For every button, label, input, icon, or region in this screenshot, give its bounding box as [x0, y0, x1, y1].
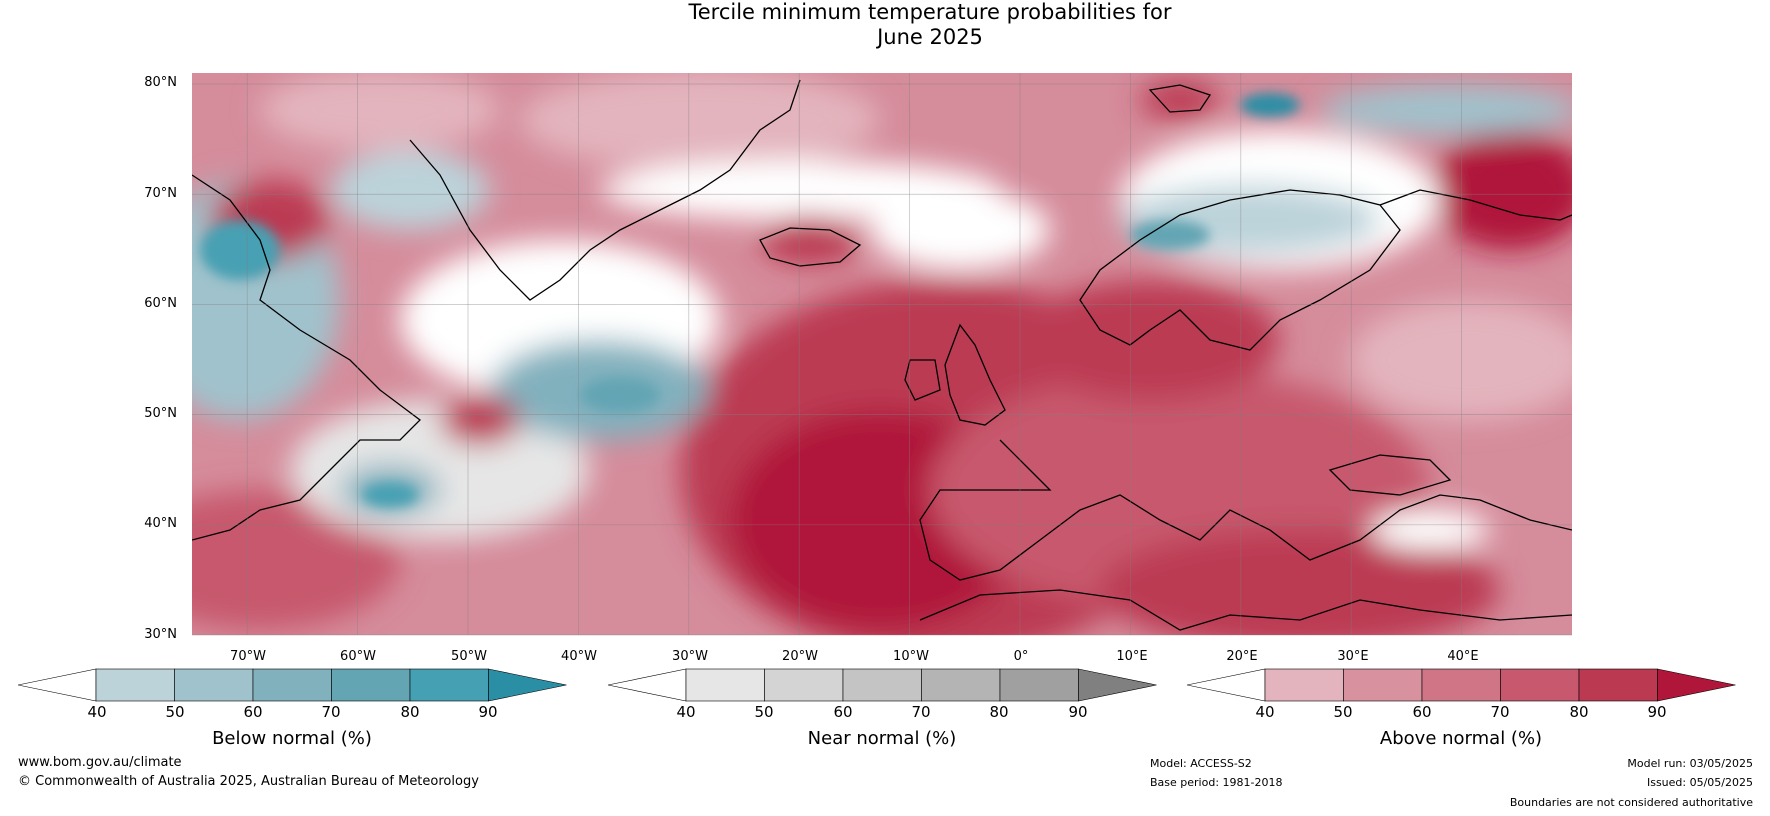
colorbar-segment [1343, 668, 1423, 702]
colorbar-extend-high [488, 668, 567, 702]
title-line-2: June 2025 [877, 25, 983, 49]
copyright-text: © Commonwealth of Australia 2025, Austra… [18, 774, 479, 789]
colorbar-segment [842, 668, 922, 702]
near-tick-90: 90 [1068, 703, 1088, 721]
lon-label-40e: 40°E [1447, 649, 1479, 664]
below-tick-80: 80 [400, 703, 420, 721]
below-tick-40: 40 [87, 703, 107, 721]
above-tick-40: 40 [1255, 703, 1275, 721]
lon-label-30w: 30°W [672, 649, 708, 664]
above-tick-70: 70 [1490, 703, 1510, 721]
colorbar-extend-low [607, 668, 687, 702]
lat-label-60: 60°N [144, 296, 177, 311]
lon-label-60w: 60°W [340, 649, 376, 664]
lon-label-0: 0° [1013, 649, 1029, 664]
above-tick-90: 90 [1647, 703, 1667, 721]
colorbar-segment [95, 668, 175, 702]
near-tick-60: 60 [833, 703, 853, 721]
colorbar-segment [1421, 668, 1501, 702]
near-normal-label: Near normal (%) [807, 728, 957, 749]
above-tick-50: 50 [1333, 703, 1353, 721]
model-run-date: Model run: 03/05/2025 [1627, 757, 1753, 770]
near-tick-70: 70 [911, 703, 931, 721]
colorbar-segment [764, 668, 844, 702]
colorbar-segment [252, 668, 332, 702]
colorbar-extend-high [1657, 668, 1736, 702]
lat-label-40: 40°N [144, 516, 177, 531]
colorbar-segment [921, 668, 1001, 702]
lon-label-10e: 10°E [1116, 649, 1148, 664]
model-name: Model: ACCESS-S2 [1150, 757, 1252, 770]
colorbar-segment [1264, 668, 1344, 702]
issued-date: Issued: 05/05/2025 [1646, 776, 1753, 789]
below-tick-90: 90 [478, 703, 498, 721]
lat-label-70: 70°N [144, 186, 177, 201]
lon-label-10w: 10°W [893, 649, 929, 664]
colorbar-segment [331, 668, 411, 702]
lat-label-50: 50°N [144, 406, 177, 421]
colorbar-segment [409, 668, 489, 702]
below-tick-50: 50 [165, 703, 185, 721]
gridlines [192, 73, 1572, 636]
coastlines [192, 79, 1572, 631]
lon-label-50w: 50°W [451, 649, 487, 664]
above-normal-label: Above normal (%) [1379, 728, 1543, 749]
below-normal-label: Below normal (%) [212, 728, 372, 749]
base-period: Base period: 1981-2018 [1150, 776, 1283, 789]
title-line-1: Tercile minimum temperature probabilitie… [688, 0, 1172, 24]
chart-title: Tercile minimum temperature probabilitie… [0, 0, 1770, 50]
above-tick-60: 60 [1412, 703, 1432, 721]
colorbar-extend-low [17, 668, 97, 702]
below-tick-70: 70 [321, 703, 341, 721]
colorbar-segment [1578, 668, 1658, 702]
colorbar-extend-low [1186, 668, 1266, 702]
lon-label-30e: 30°E [1337, 649, 1369, 664]
probability-field [192, 73, 1572, 635]
lon-label-20e: 20°E [1226, 649, 1258, 664]
colorbars [17, 668, 1736, 702]
lon-label-40w: 40°W [561, 649, 597, 664]
disclaimer: Boundaries are not considered authoritat… [1509, 796, 1753, 809]
below-tick-60: 60 [243, 703, 263, 721]
near-tick-80: 80 [989, 703, 1009, 721]
lon-label-20w: 20°W [782, 649, 818, 664]
colorbar-segment [999, 668, 1079, 702]
website-link[interactable]: www.bom.gov.au/climate [18, 755, 182, 770]
colorbar-segment [685, 668, 765, 702]
above-tick-80: 80 [1569, 703, 1589, 721]
lat-label-80: 80°N [144, 75, 177, 90]
colorbar-segment [1500, 668, 1580, 702]
colorbar-segment [174, 668, 254, 702]
lon-label-70w: 70°W [230, 649, 266, 664]
near-tick-40: 40 [676, 703, 696, 721]
colorbar-extend-high [1078, 668, 1157, 702]
lat-label-30: 30°N [144, 627, 177, 642]
near-tick-50: 50 [754, 703, 774, 721]
